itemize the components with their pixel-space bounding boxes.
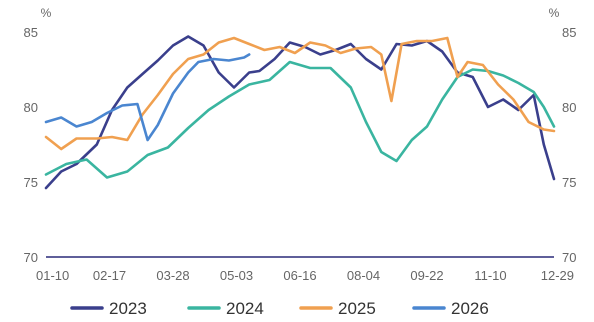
y-tick-label-right: 70 — [562, 250, 576, 265]
legend-label-2025: 2025 — [338, 299, 376, 318]
series-line-2024 — [44, 60, 556, 179]
x-tick-label: 02-17 — [93, 268, 126, 283]
y-tick-label-left: 80 — [24, 100, 38, 115]
x-tick-label: 11-10 — [474, 268, 506, 283]
x-tick-label: 12-29 — [541, 268, 574, 283]
x-tick-labels: 01-10 02-17 03-28 05-03 06-16 08-04 09-22 11-10… — [36, 268, 574, 283]
legend: 2023 2024 2025 2026 — [70, 299, 489, 318]
x-tick-label: 06-16 — [283, 268, 316, 283]
x-tick-label: 08-04 — [347, 268, 380, 283]
y-tick-label-left: 75 — [24, 175, 38, 190]
series-lines — [44, 35, 556, 190]
y-axis-right-unit: % — [549, 6, 560, 20]
y-axis-left: % — [41, 6, 52, 20]
legend-label-2023: 2023 — [109, 299, 147, 318]
y-tick-label-right: 80 — [562, 100, 576, 115]
y-tick-label-left: 85 — [24, 25, 38, 40]
y-tick-label-left: 70 — [24, 250, 38, 265]
series-line-2026 — [44, 53, 251, 142]
y-axis-left-unit: % — [41, 6, 52, 20]
y-tick-labels-left: 70 75 80 85 — [24, 25, 38, 265]
x-tick-label: 09-22 — [410, 268, 443, 283]
x-tick-label: 03-28 — [156, 268, 189, 283]
x-tick-label: 01-10 — [36, 268, 69, 283]
legend-label-2024: 2024 — [226, 299, 264, 318]
series-line-2025 — [44, 36, 556, 151]
x-tick-label: 05-03 — [220, 268, 253, 283]
y-tick-label-right: 85 — [562, 25, 576, 40]
legend-label-2026: 2026 — [451, 299, 489, 318]
y-tick-labels-right: 70 75 80 85 — [562, 25, 576, 265]
y-axis-right: % — [549, 6, 560, 20]
series-line-2023 — [44, 35, 556, 190]
y-tick-label-right: 75 — [562, 175, 576, 190]
